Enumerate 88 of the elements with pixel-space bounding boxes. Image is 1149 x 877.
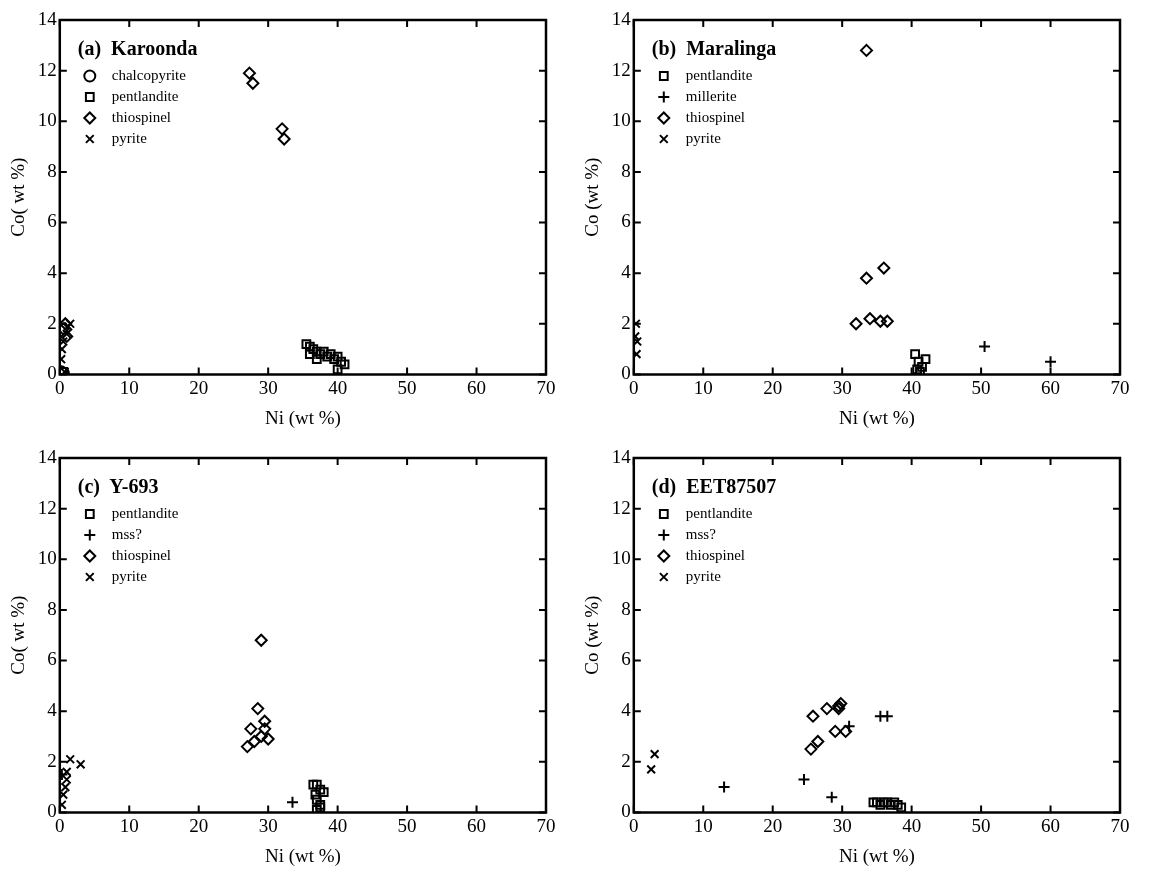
x-tick-label: 70 [1110, 376, 1130, 398]
y-tick-label: 10 [611, 109, 631, 131]
y-tick-label: 10 [611, 547, 631, 569]
y-tick-label: 8 [621, 597, 631, 619]
legend-label: thiospinel [685, 546, 745, 563]
y-tick-label: 4 [47, 261, 58, 283]
x-tick-label: 30 [258, 814, 278, 836]
y-tick-label: 0 [621, 362, 631, 384]
x-axis-title: Ni (wt %) [838, 844, 915, 867]
x-tick-label: 20 [189, 376, 209, 398]
legend-label: thiospinel [111, 546, 171, 563]
legend-label: pyrite [111, 129, 148, 146]
x-tick-label: 70 [1110, 814, 1130, 836]
y-tick-label: 4 [621, 699, 632, 721]
y-tick-label: 14 [37, 7, 58, 29]
x-tick-label: 10 [119, 814, 139, 836]
x-tick-label: 70 [536, 376, 556, 398]
x-tick-label: 40 [902, 814, 922, 836]
y-tick-label: 2 [621, 749, 631, 771]
x-tick-label: 50 [397, 814, 417, 836]
y-tick-label: 6 [621, 210, 631, 232]
x-tick-label: 50 [971, 814, 991, 836]
y-tick-label: 0 [621, 800, 631, 822]
x-tick-label: 70 [536, 814, 556, 836]
text: (d) EET87507 [651, 475, 777, 499]
x-tick-label: 40 [328, 814, 348, 836]
y-tick-label: 12 [37, 58, 57, 80]
y-tick-label: 6 [47, 648, 57, 670]
y-tick-label: 2 [47, 749, 57, 771]
y-tick-label: 0 [47, 800, 57, 822]
y-tick-label: 14 [611, 445, 632, 467]
y-tick-label: 0 [47, 362, 57, 384]
x-tick-label: 30 [832, 376, 852, 398]
y-tick-label: 2 [621, 311, 631, 333]
x-tick-label: 50 [971, 376, 991, 398]
y-tick-label: 6 [621, 648, 631, 670]
legend-label: chalcopyrite [111, 66, 187, 83]
legend-label: pyrite [111, 567, 148, 584]
y-tick-label: 8 [47, 597, 57, 619]
legend-label: mss? [111, 525, 143, 542]
x-tick-label: 10 [119, 376, 139, 398]
x-tick-label: 40 [328, 376, 348, 398]
y-tick-label: 4 [47, 699, 58, 721]
legend-label: thiospinel [111, 108, 171, 125]
legend-label: pentlandite [685, 504, 753, 521]
y-tick-label: 8 [47, 159, 57, 181]
legend-label: pentlandite [685, 66, 753, 83]
x-axis-title: Ni (wt %) [838, 406, 915, 429]
y-tick-label: 12 [37, 496, 57, 518]
y-tick-label: 8 [621, 159, 631, 181]
y-tick-label: 6 [47, 210, 57, 232]
text: (b) Maralinga [651, 37, 777, 61]
x-tick-label: 20 [763, 814, 783, 836]
x-tick-label: 60 [467, 376, 487, 398]
legend-label: pentlandite [111, 504, 179, 521]
y-tick-label: 10 [37, 547, 57, 569]
y-axis-title: Co( wt %) [7, 157, 30, 237]
legend-label: pyrite [685, 567, 722, 584]
x-axis-title: Ni (wt %) [264, 844, 341, 867]
y-axis-title: Co( wt %) [7, 595, 30, 675]
legend-label: thiospinel [685, 108, 745, 125]
legend-label: pentlandite [111, 87, 179, 104]
x-tick-label: 60 [467, 814, 487, 836]
x-tick-label: 40 [902, 376, 922, 398]
x-tick-label: 20 [763, 376, 783, 398]
y-tick-label: 10 [37, 109, 57, 131]
x-tick-label: 10 [693, 376, 713, 398]
x-axis-title: Ni (wt %) [264, 406, 341, 429]
x-tick-label: 30 [832, 814, 852, 836]
text: (c) Y-693 [77, 475, 159, 499]
x-tick-label: 50 [397, 376, 417, 398]
y-tick-label: 4 [621, 261, 632, 283]
legend-label: pyrite [685, 129, 722, 146]
y-axis-title: Co (wt %) [581, 157, 604, 237]
x-tick-label: 10 [693, 814, 713, 836]
y-tick-label: 2 [47, 311, 57, 333]
x-tick-label: 20 [189, 814, 209, 836]
x-tick-label: 60 [1041, 376, 1061, 398]
y-tick-label: 12 [611, 496, 631, 518]
x-tick-label: 30 [258, 376, 278, 398]
legend-label: millerite [685, 87, 737, 104]
y-tick-label: 12 [611, 58, 631, 80]
text: (a) Karoonda [77, 37, 198, 61]
x-tick-label: 60 [1041, 814, 1061, 836]
y-axis-title: Co (wt %) [581, 595, 604, 675]
y-tick-label: 14 [611, 7, 632, 29]
legend-label: mss? [685, 525, 717, 542]
y-tick-label: 14 [37, 445, 58, 467]
